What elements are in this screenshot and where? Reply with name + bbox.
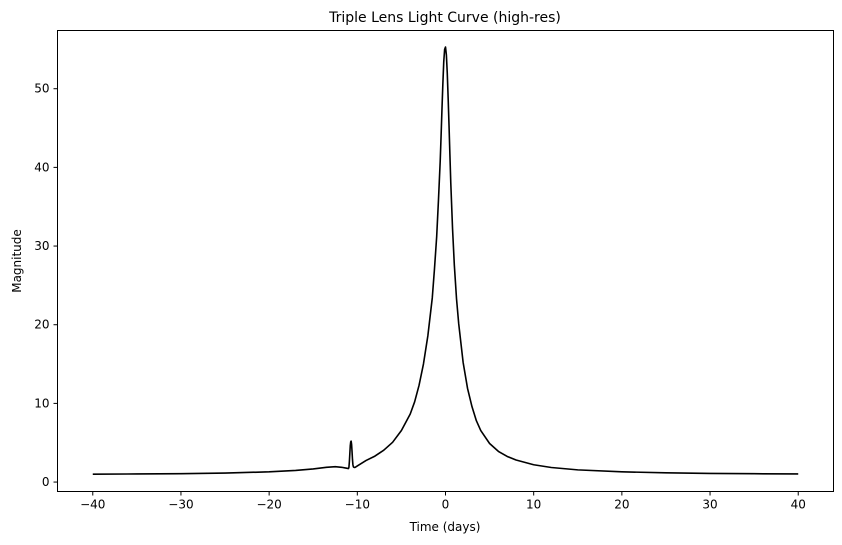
x-tick-label: −10 bbox=[345, 498, 370, 512]
y-tick-label: 10 bbox=[34, 396, 49, 410]
y-axis-ticks: 0 10 20 30 40 50 bbox=[34, 82, 58, 489]
y-tick-label: 30 bbox=[34, 239, 49, 253]
chart-title: Triple Lens Light Curve (high-res) bbox=[328, 10, 561, 26]
axes-frame bbox=[57, 30, 834, 492]
y-tick-label: 20 bbox=[34, 318, 49, 332]
x-axis-label: Time (days) bbox=[409, 520, 481, 534]
x-tick-label: 10 bbox=[526, 498, 541, 512]
x-tick-label: 0 bbox=[442, 498, 450, 512]
x-tick-label: −20 bbox=[256, 498, 281, 512]
y-tick-label: 40 bbox=[34, 160, 49, 174]
x-tick-label: −30 bbox=[168, 498, 193, 512]
x-tick-label: 40 bbox=[791, 498, 806, 512]
series-line-0 bbox=[92, 46, 799, 475]
y-tick-label: 0 bbox=[42, 475, 50, 489]
x-tick-label: 30 bbox=[702, 498, 717, 512]
x-tick-label: −40 bbox=[80, 498, 105, 512]
x-tick-label: 20 bbox=[614, 498, 629, 512]
plot-area bbox=[92, 46, 799, 475]
x-axis-ticks: −40 −30 −20 −10 0 10 20 30 40 bbox=[80, 491, 806, 512]
y-axis-label: Magnitude bbox=[10, 229, 24, 293]
y-tick-label: 50 bbox=[34, 82, 49, 96]
